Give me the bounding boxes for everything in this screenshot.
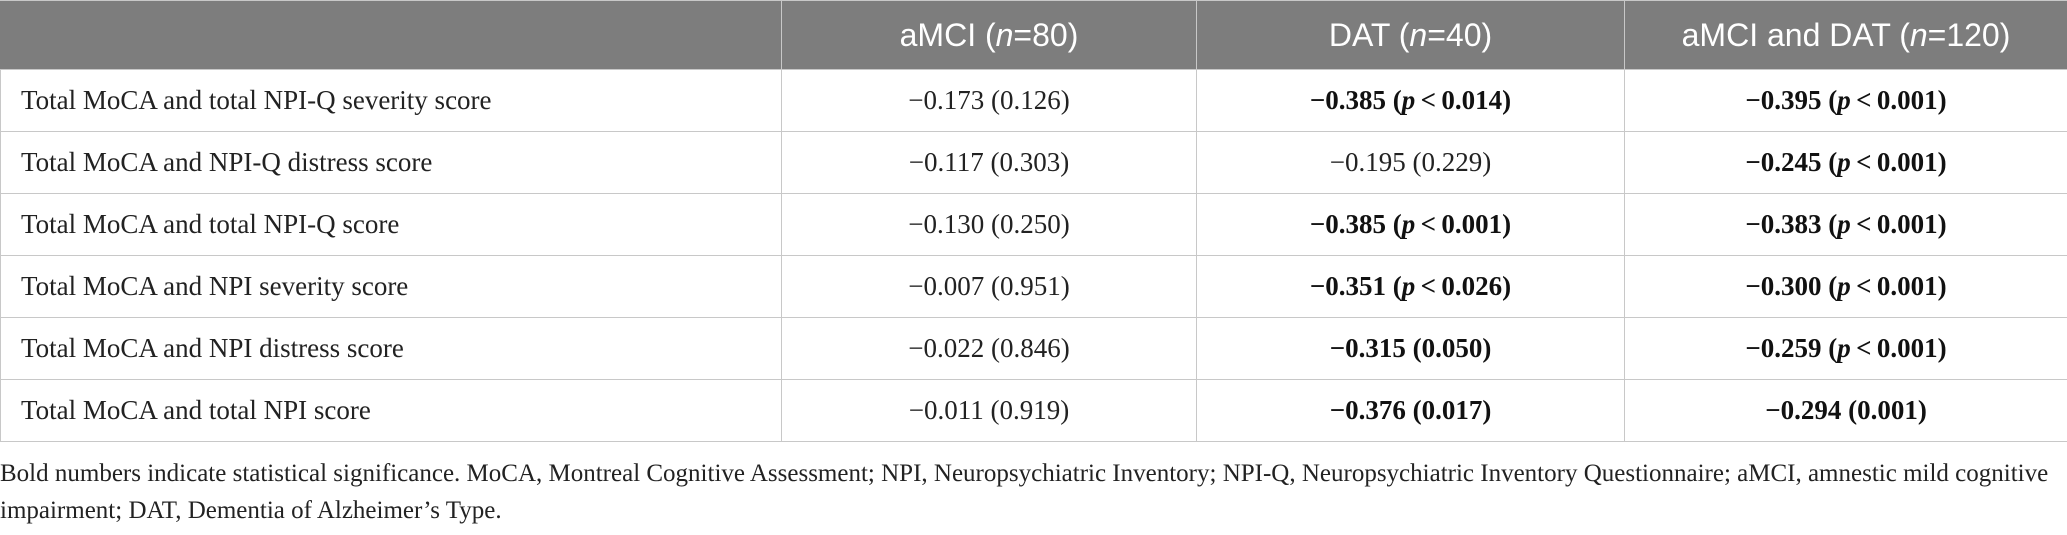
header-amci-and-dat: aMCI and DAT (n=120) bbox=[1624, 0, 2067, 70]
row-label: Total MoCA and NPI distress score bbox=[0, 317, 782, 380]
cell-dat: −0.195 (0.229) bbox=[1196, 131, 1625, 194]
cell-amci-and-dat: −0.294 (0.001) bbox=[1624, 379, 2067, 442]
table-footnote: Bold numbers indicate statistical signif… bbox=[0, 460, 2049, 524]
cell-amci: −0.007 (0.951) bbox=[781, 255, 1197, 318]
cell-amci-and-dat: −0.245 (p < 0.001) bbox=[1624, 131, 2067, 194]
correlation-table-container: aMCI (n=80) DAT (n=40) aMCI and DAT (n=1… bbox=[0, 0, 2067, 524]
table-header-row: aMCI (n=80) DAT (n=40) aMCI and DAT (n=1… bbox=[0, 0, 2067, 70]
row-label: Total MoCA and total NPI-Q score bbox=[0, 193, 782, 256]
cell-amci: −0.022 (0.846) bbox=[781, 317, 1197, 380]
cell-dat: −0.315 (0.050) bbox=[1196, 317, 1625, 380]
row-label: Total MoCA and total NPI-Q severity scor… bbox=[0, 69, 782, 132]
table-row: Total MoCA and NPI-Q distress score −0.11… bbox=[0, 131, 2067, 194]
table-row: Total MoCA and total NPI-Q score −0.130 (… bbox=[0, 193, 2067, 256]
header-label-column bbox=[0, 0, 782, 70]
header-dat: DAT (n=40) bbox=[1196, 0, 1625, 70]
cell-amci-and-dat: −0.395 (p < 0.001) bbox=[1624, 69, 2067, 132]
header-amci: aMCI (n=80) bbox=[781, 0, 1197, 70]
row-label: Total MoCA and NPI severity score bbox=[0, 255, 782, 318]
table-row: Total MoCA and NPI severity score −0.007 … bbox=[0, 255, 2067, 318]
cell-amci-and-dat: −0.383 (p < 0.001) bbox=[1624, 193, 2067, 256]
cell-amci: −0.173 (0.126) bbox=[781, 69, 1197, 132]
cell-amci: −0.117 (0.303) bbox=[781, 131, 1197, 194]
cell-dat: −0.351 (p < 0.026) bbox=[1196, 255, 1625, 318]
cell-dat: −0.385 (p < 0.014) bbox=[1196, 69, 1625, 132]
correlation-table: aMCI (n=80) DAT (n=40) aMCI and DAT (n=1… bbox=[0, 0, 2067, 442]
cell-amci-and-dat: −0.300 (p < 0.001) bbox=[1624, 255, 2067, 318]
table-row: Total MoCA and total NPI-Q severity scor… bbox=[0, 69, 2067, 132]
cell-amci: −0.130 (0.250) bbox=[781, 193, 1197, 256]
row-label: Total MoCA and NPI-Q distress score bbox=[0, 131, 782, 194]
cell-amci: −0.011 (0.919) bbox=[781, 379, 1197, 442]
table-row: Total MoCA and total NPI score −0.011 (0.… bbox=[0, 379, 2067, 442]
cell-amci-and-dat: −0.259 (p < 0.001) bbox=[1624, 317, 2067, 380]
row-label: Total MoCA and total NPI score bbox=[0, 379, 782, 442]
cell-dat: −0.376 (0.017) bbox=[1196, 379, 1625, 442]
table-row: Total MoCA and NPI distress score −0.022 … bbox=[0, 317, 2067, 380]
cell-dat: −0.385 (p < 0.001) bbox=[1196, 193, 1625, 256]
